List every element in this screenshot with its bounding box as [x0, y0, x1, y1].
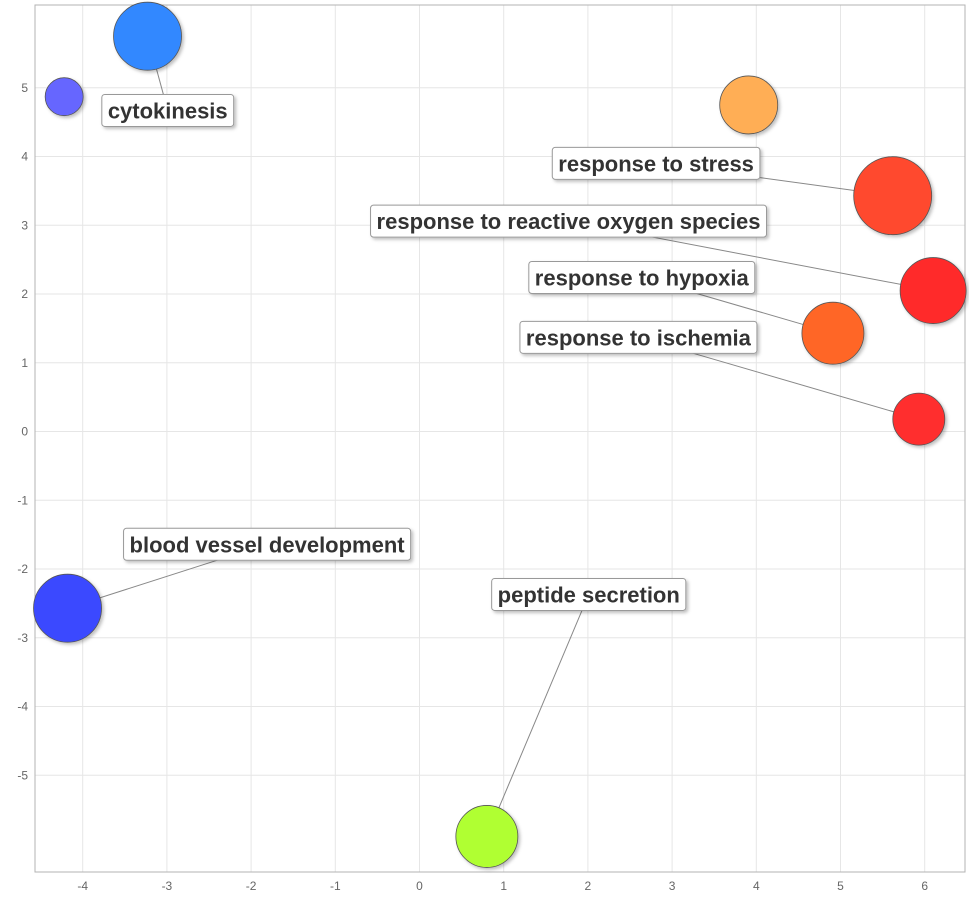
- bubble-point: [455, 805, 519, 868]
- point-label: response to ischemia: [519, 320, 758, 354]
- label-text: response to hypoxia: [535, 266, 750, 291]
- label-text: response to reactive oxygen species: [377, 209, 761, 234]
- x-tick-label: 0: [416, 879, 423, 893]
- label-box: [101, 93, 235, 127]
- bubble-point: [853, 156, 933, 236]
- y-tick-label: -4: [17, 700, 28, 714]
- x-tick-label: -2: [246, 879, 257, 893]
- x-tick-label: 2: [585, 879, 592, 893]
- label-box: [528, 261, 756, 294]
- x-tick-label: -4: [77, 879, 88, 893]
- bubble-point: [113, 1, 182, 71]
- bubble-point: [719, 75, 779, 135]
- point-label: response to hypoxia: [528, 261, 756, 294]
- x-tick-label: -3: [162, 879, 173, 893]
- point-labels: cytokinesis response to stress response to…: [101, 93, 768, 611]
- y-tick-label: -2: [17, 562, 28, 576]
- y-tick-label: 5: [21, 81, 28, 95]
- plot-frame: [34, 4, 966, 873]
- label-text: cytokinesis: [108, 98, 228, 123]
- bubble-point: [44, 77, 84, 117]
- x-tick-label: 4: [753, 879, 760, 893]
- bubble-point: [801, 301, 865, 365]
- label-box: [551, 146, 761, 180]
- label-text: response to ischemia: [526, 325, 752, 350]
- point-label: blood vessel development: [123, 527, 412, 561]
- label-box: [370, 204, 768, 238]
- label-text: peptide secretion: [498, 582, 680, 607]
- point-label: response to reactive oxygen species: [370, 204, 768, 238]
- x-tick-label: 3: [669, 879, 676, 893]
- x-tick-label: -1: [330, 879, 341, 893]
- x-tick-label: 6: [921, 879, 928, 893]
- grid: [35, 5, 965, 872]
- y-tick-label: -3: [17, 631, 28, 645]
- bubbles: [33, 1, 967, 868]
- bubble-point: [33, 573, 102, 643]
- point-label: peptide secretion: [491, 577, 687, 611]
- label-text: blood vessel development: [130, 532, 406, 557]
- label-box: [123, 527, 412, 561]
- label-box: [519, 320, 758, 354]
- y-tick-label: -5: [17, 768, 28, 782]
- leader-line: [486, 594, 590, 837]
- bubble-point: [892, 392, 946, 446]
- point-label: cytokinesis: [101, 93, 235, 127]
- x-tick-label: 1: [500, 879, 507, 893]
- bubble-point: [899, 257, 967, 324]
- label-text: response to stress: [558, 151, 754, 176]
- axes: -4 -3 -2 -1 0 1 2 3 4 5 6 -5 -4 -3 -2 -1 0 1 2 3 4 5: [17, 4, 966, 893]
- x-tick-label: 5: [837, 879, 844, 893]
- y-tick-label: 2: [21, 287, 28, 301]
- point-label: response to stress: [551, 146, 761, 180]
- label-box: [491, 577, 687, 611]
- y-tick-label: 0: [21, 425, 28, 439]
- y-tick-label: -1: [17, 493, 28, 507]
- y-tick-label: 3: [21, 218, 28, 232]
- y-tick-label: 4: [21, 150, 28, 164]
- y-tick-label: 1: [21, 356, 28, 370]
